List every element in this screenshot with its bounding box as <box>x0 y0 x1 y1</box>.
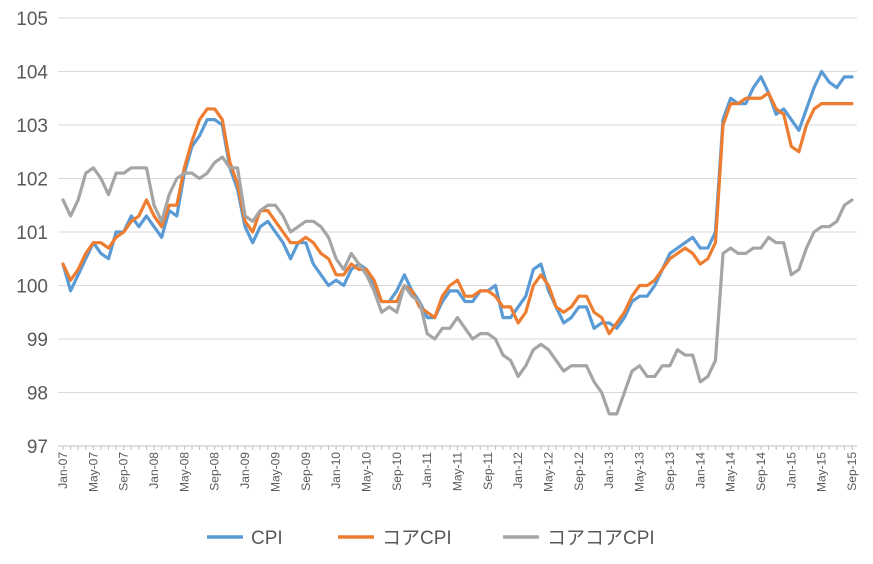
x-tick-label: May-09 <box>268 452 282 492</box>
series-line-1 <box>61 69 854 330</box>
x-tick-label: Sep-11 <box>481 452 495 490</box>
y-tick-label: 105 <box>16 9 48 30</box>
x-tick-label: Sep-07 <box>117 452 131 491</box>
legend-label: コアCPI <box>382 528 452 549</box>
x-tick-label: May-10 <box>359 452 373 492</box>
gridlines <box>58 17 857 447</box>
x-tick-label: Jan-12 <box>511 452 525 489</box>
x-tick-label: May-07 <box>86 452 100 492</box>
y-tick-label: 101 <box>16 223 48 244</box>
y-tick-labels: 97 98 99 100 101 102 103 104 105 <box>16 9 48 458</box>
x-tick-label: Sep-08 <box>208 452 222 491</box>
legend-label: CPI <box>251 528 283 549</box>
x-tick-label: Jan-15 <box>784 452 798 489</box>
axes <box>58 445 857 450</box>
x-tick-label: Jan-14 <box>693 452 707 489</box>
series-line-3 <box>61 155 854 416</box>
x-tick-label: Sep-15 <box>845 452 859 491</box>
legend-item: コアCPI <box>338 528 452 549</box>
series-line-2 <box>61 91 854 336</box>
y-tick-label: 102 <box>16 170 48 191</box>
y-tick-label: 100 <box>16 277 48 298</box>
legend: CPI コアCPI コアコアCPI <box>207 528 655 549</box>
x-tick-label: Sep-09 <box>299 452 313 491</box>
x-tick-label: Jan-08 <box>147 452 161 489</box>
y-tick-label: 98 <box>27 384 48 405</box>
legend-item: CPI <box>207 528 283 549</box>
x-tick-label: Jan-09 <box>238 452 252 489</box>
series-lines <box>61 69 854 416</box>
x-tick-label: Jan-13 <box>602 452 616 489</box>
x-tick-label: May-15 <box>815 452 829 492</box>
x-tick-label: Sep-14 <box>754 452 768 491</box>
x-tick-label: Jan-07 <box>56 452 70 489</box>
y-tick-label: 97 <box>27 437 48 458</box>
x-tick-label: Sep-13 <box>663 452 677 491</box>
x-tick-label: May-08 <box>177 452 191 492</box>
x-tick-label: Jan-10 <box>329 452 343 489</box>
y-tick-label: 104 <box>16 63 48 84</box>
x-tick-label: May-14 <box>724 452 738 492</box>
y-tick-label: 99 <box>27 330 48 351</box>
legend-label: コアコアCPI <box>547 528 655 549</box>
x-tick-labels: Jan-07 May-07 Sep-07 Jan-08 May-08 Sep-08 Jan-… <box>56 452 859 492</box>
x-tick-label: May-13 <box>633 452 647 492</box>
x-tick-label: May-12 <box>542 452 556 492</box>
y-tick-label: 103 <box>16 116 48 137</box>
x-tick-label: Sep-10 <box>390 452 404 491</box>
x-tick-label: Sep-12 <box>572 452 586 491</box>
x-tick-label: May-11 <box>451 452 465 491</box>
legend-item: コアコアCPI <box>503 528 655 549</box>
x-tick-label: Jan-11 <box>420 452 434 488</box>
